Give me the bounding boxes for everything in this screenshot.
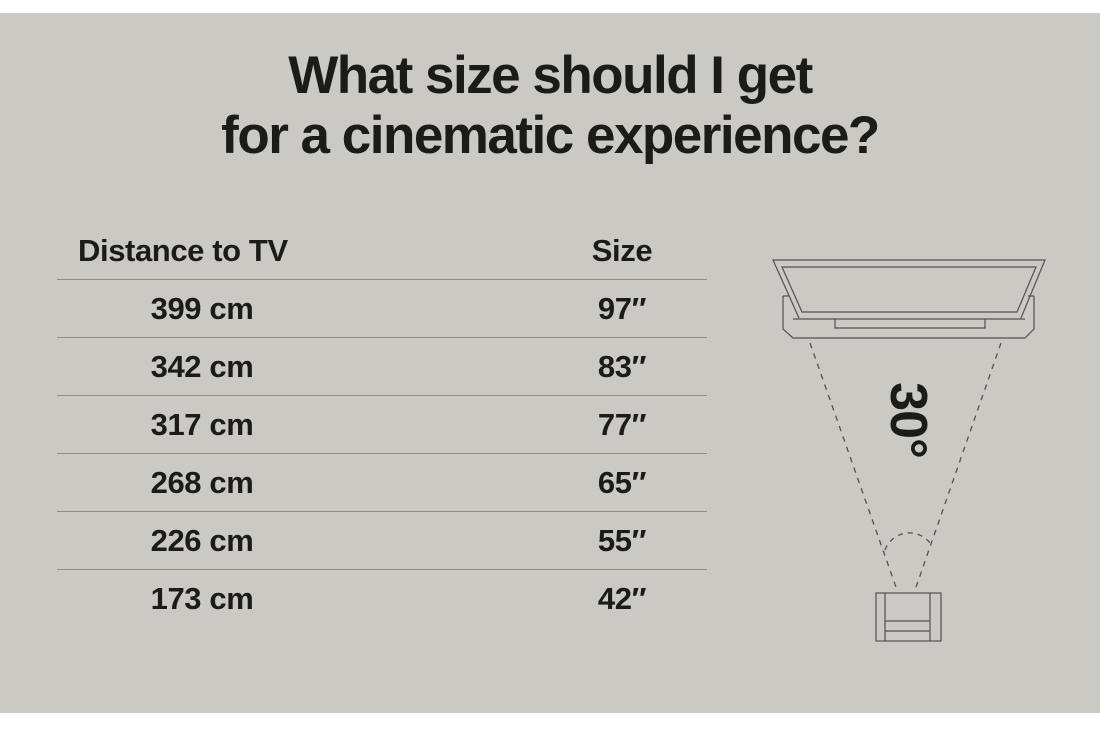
distance-value: 399 cm	[150, 290, 254, 326]
table-row: 173 cm 42″	[57, 570, 707, 628]
chair-top-view	[875, 592, 942, 642]
size-value: 77″	[597, 406, 647, 442]
size-value: 65″	[597, 464, 647, 500]
table-header-row: Distance to TV Size	[57, 222, 707, 280]
column-header-distance: Distance to TV	[78, 232, 288, 268]
page-title-line1: What size should I get	[288, 46, 813, 105]
distance-value: 226 cm	[150, 522, 254, 558]
viewer-head-arc	[884, 532, 931, 551]
distance-value: 268 cm	[150, 464, 254, 500]
table-row: 342 cm 83″	[57, 338, 707, 396]
page-title: What size should I get for a cinematic e…	[0, 46, 1100, 167]
distance-value: 317 cm	[150, 406, 254, 442]
size-table: Distance to TV Size 399 cm 97″ 342 cm 83…	[57, 222, 707, 628]
tv-top-view	[772, 259, 1046, 339]
page-title-line2: for a cinematic experience?	[221, 106, 880, 166]
angle-line-right	[914, 342, 1002, 591]
table-row: 399 cm 97″	[57, 280, 707, 338]
canvas-background: What size should I get for a cinematic e…	[0, 13, 1100, 713]
column-header-size: Size	[591, 232, 653, 268]
size-value: 97″	[597, 290, 647, 326]
angle-line-left	[809, 342, 898, 591]
distance-value: 173 cm	[150, 581, 254, 616]
size-value: 83″	[597, 348, 647, 384]
size-value: 42″	[597, 581, 647, 616]
table-row: 317 cm 77″	[57, 396, 707, 454]
table-row: 268 cm 65″	[57, 454, 707, 512]
viewing-angle-label: 30°	[879, 382, 937, 458]
viewing-angle-diagram: 30°	[772, 259, 1046, 642]
size-value: 55″	[597, 522, 647, 558]
viewing-angle-lines	[809, 342, 1002, 591]
table-row: 226 cm 55″	[57, 512, 707, 570]
distance-value: 342 cm	[150, 348, 254, 384]
